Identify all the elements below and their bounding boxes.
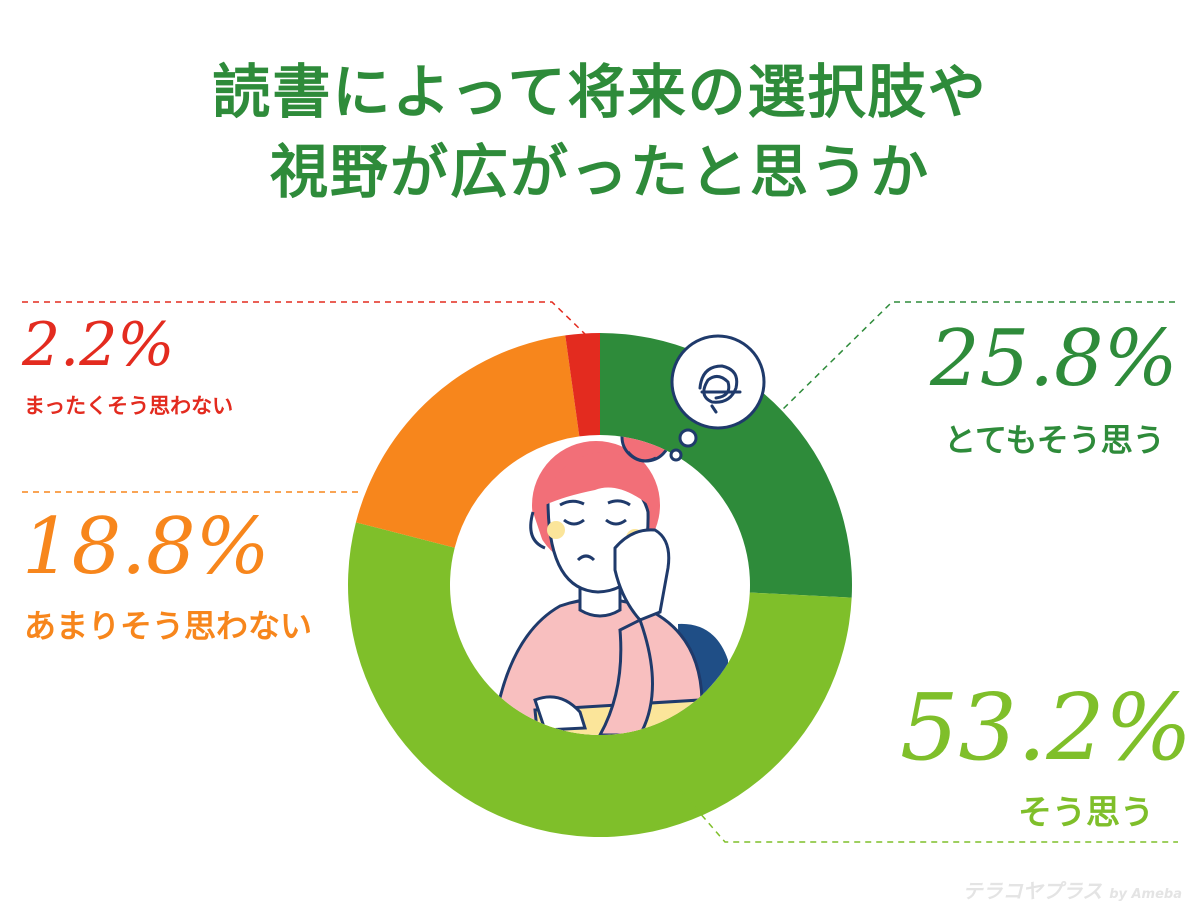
pct-strongly-disagree: 2.2% <box>22 310 175 380</box>
pct-disagree: 18.8% <box>22 502 270 592</box>
pct-agree: 53.2% <box>900 674 1193 781</box>
slice-very-agree <box>600 333 852 598</box>
label-disagree: あまりそう思わない <box>24 607 313 645</box>
label-strongly-disagree: まったくそう思わない <box>24 394 234 418</box>
slice-agree <box>347 522 852 838</box>
chart-title: 読書によって将来の選択肢や 視野が広がったと思うか <box>0 52 1200 212</box>
leader-line-agree <box>679 789 1178 843</box>
watermark: テラコヤプラス by Ameba <box>963 875 1182 904</box>
thought-bubble <box>669 334 766 462</box>
watermark-main: テラコヤプラス <box>962 879 1103 903</box>
label-agree: そう思う <box>1018 793 1154 833</box>
leader-line-strongly-disagree <box>22 301 586 335</box>
slice-strongly-disagree <box>565 333 600 437</box>
chart-title-line-2: 視野が広がったと思うか <box>269 138 930 206</box>
watermark-sub: by Ameba <box>1109 887 1182 902</box>
leader-line-very-agree <box>781 301 1175 411</box>
label-very-agree: とてもそう思う <box>944 421 1165 459</box>
slice-disagree <box>355 335 580 548</box>
chart-title-line-1: 読書によって将来の選択肢や <box>212 58 988 126</box>
pct-very-agree: 25.8% <box>930 314 1178 404</box>
